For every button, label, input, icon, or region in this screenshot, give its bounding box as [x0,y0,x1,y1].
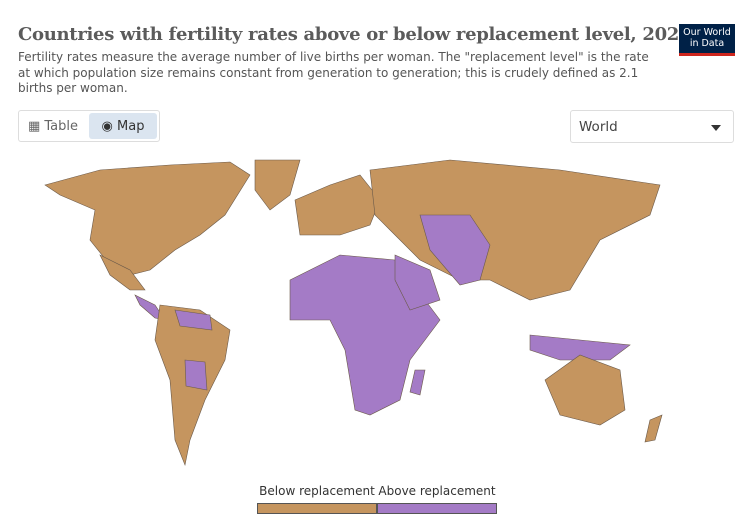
title: Countries with fertility rates above or … [18,24,692,45]
logo-line: Our World [683,27,731,38]
greenland[interactable] [254,159,301,211]
madagascar[interactable] [409,369,426,396]
legend-label: Below replacement [259,484,375,498]
tab[interactable]: ◉ Map [89,113,157,139]
subtitle: Fertility rates measure the average numb… [18,50,649,95]
tab-label: Table [44,118,79,134]
logo-line: in Data [689,38,725,49]
new-zealand[interactable] [644,414,663,443]
map [44,159,663,467]
logo[interactable]: Our World in Data [679,24,735,56]
australia[interactable] [544,354,626,426]
tab-label: Map [117,118,145,134]
mexico[interactable] [99,254,146,291]
venezuela[interactable] [174,309,213,331]
bolivia[interactable] [184,359,208,391]
arabia[interactable] [394,254,441,311]
legend-label: Above replacement [378,484,496,498]
tab-bar: ▦ Table ◉ Map [18,110,160,142]
central-asia[interactable] [419,214,491,286]
southeast-asia[interactable] [529,334,631,361]
tab[interactable]: ▦ Table [27,118,79,134]
europe[interactable] [294,174,381,236]
north-america[interactable] [44,161,251,276]
legend-swatch[interactable] [377,503,497,514]
legend-swatch[interactable] [257,503,377,514]
region-select[interactable]: World [570,110,734,143]
select-label: World [579,119,618,135]
